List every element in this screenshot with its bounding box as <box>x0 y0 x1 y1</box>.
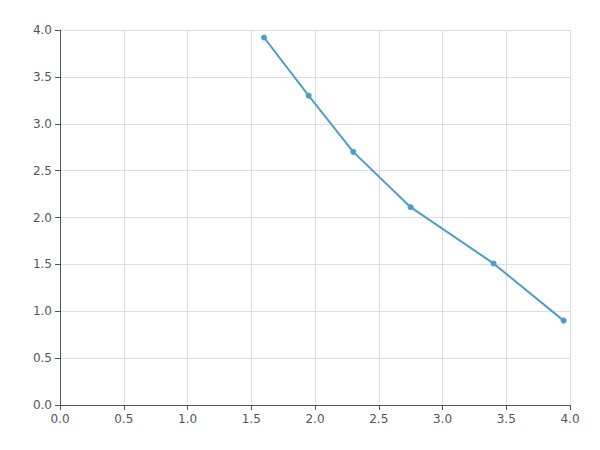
svg-text:1.0: 1.0 <box>33 304 52 318</box>
svg-text:2.0: 2.0 <box>305 412 324 426</box>
svg-text:3.5: 3.5 <box>33 70 52 84</box>
svg-text:0.0: 0.0 <box>33 398 52 412</box>
svg-text:1.0: 1.0 <box>178 412 197 426</box>
svg-text:0.5: 0.5 <box>33 351 52 365</box>
svg-text:3.5: 3.5 <box>497 412 516 426</box>
svg-text:4.0: 4.0 <box>33 23 52 37</box>
svg-text:2.0: 2.0 <box>33 211 52 225</box>
svg-text:2.5: 2.5 <box>369 412 388 426</box>
svg-text:3.0: 3.0 <box>33 117 52 131</box>
svg-text:1.5: 1.5 <box>33 257 52 271</box>
svg-text:2.5: 2.5 <box>33 164 52 178</box>
svg-text:0.5: 0.5 <box>114 412 133 426</box>
svg-text:0.0: 0.0 <box>50 412 69 426</box>
svg-text:4.0: 4.0 <box>560 412 579 426</box>
svg-text:3.0: 3.0 <box>433 412 452 426</box>
svg-text:1.5: 1.5 <box>242 412 261 426</box>
